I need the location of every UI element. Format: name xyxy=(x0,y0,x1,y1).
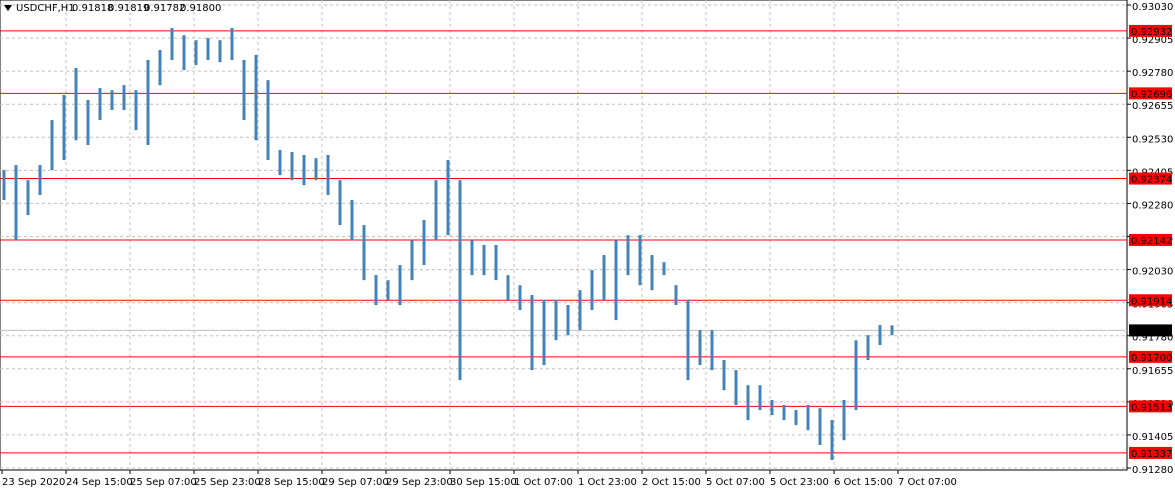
x-tick-label: 29 Sep 07:00 xyxy=(322,477,389,488)
x-tick-label: 28 Sep 15:00 xyxy=(258,477,325,488)
level-label: 0.92696 xyxy=(1131,89,1172,100)
y-tick-label: 0.91280 xyxy=(1132,465,1173,476)
x-tick-label: 1 Oct 07:00 xyxy=(514,477,573,488)
plot-frame xyxy=(0,0,1128,471)
y-tick-label: 0.92780 xyxy=(1132,68,1173,79)
level-tag xyxy=(1129,172,1172,185)
level-tag xyxy=(1129,87,1172,100)
x-tick-label: 30 Sep 15:00 xyxy=(450,477,517,488)
level-tag xyxy=(1129,294,1172,307)
ohlc-value: 0.91819 xyxy=(108,3,149,14)
y-tick-label: 0.91655 xyxy=(1132,366,1173,377)
y-tick-label: 0.91405 xyxy=(1132,432,1173,443)
level-label: 0.91513 xyxy=(1131,402,1172,413)
y-tick-label: 0.93030 xyxy=(1132,2,1173,13)
x-tick-label: 25 Sep 23:00 xyxy=(194,477,261,488)
x-tick-label: 7 Oct 07:00 xyxy=(898,477,957,488)
ohlc-value: 0.91782 xyxy=(144,3,185,14)
level-tag xyxy=(1129,446,1172,459)
y-tick-label: 0.92280 xyxy=(1132,200,1173,211)
x-tick-label: 1 Oct 23:00 xyxy=(578,477,637,488)
x-tick-label: 5 Oct 07:00 xyxy=(706,477,765,488)
level-label: 0.91700 xyxy=(1131,353,1172,364)
level-label: 0.92142 xyxy=(1131,236,1172,247)
x-tick-label: 25 Sep 07:00 xyxy=(130,477,197,488)
level-label: 0.92374 xyxy=(1131,175,1172,186)
x-tick-label: 6 Oct 15:00 xyxy=(834,477,893,488)
level-tag xyxy=(1129,233,1172,246)
x-tick-label: 29 Sep 23:00 xyxy=(386,477,453,488)
y-tick-label: 0.92905 xyxy=(1132,35,1173,46)
x-tick-label: 23 Sep 2020 xyxy=(2,477,65,488)
y-tick-label: 0.92030 xyxy=(1132,267,1173,278)
current-price-tag xyxy=(1129,324,1172,337)
level-label: 0.92932 xyxy=(1131,27,1172,38)
symbol-menu-icon[interactable] xyxy=(4,5,12,11)
level-tag xyxy=(1129,350,1172,363)
ohlc-value: 0.91800 xyxy=(180,3,221,14)
level-label: 0.91914 xyxy=(1131,296,1172,307)
chart-title: USDCHF,H1 xyxy=(16,3,75,14)
x-tick-label: 24 Sep 15:00 xyxy=(66,477,133,488)
level-tag xyxy=(1129,24,1172,37)
x-tick-label: 2 Oct 15:00 xyxy=(642,477,701,488)
x-tick-label: 5 Oct 23:00 xyxy=(770,477,829,488)
y-tick-label: 0.92655 xyxy=(1132,101,1173,112)
current-price-label: 0.91800 xyxy=(1131,326,1172,337)
ohlc-value: 0.91818 xyxy=(72,3,113,14)
level-label: 0.91337 xyxy=(1131,449,1172,460)
level-tag xyxy=(1129,400,1172,413)
y-tick-label: 0.91780 xyxy=(1132,333,1173,344)
y-tick-label: 0.92530 xyxy=(1132,134,1173,145)
